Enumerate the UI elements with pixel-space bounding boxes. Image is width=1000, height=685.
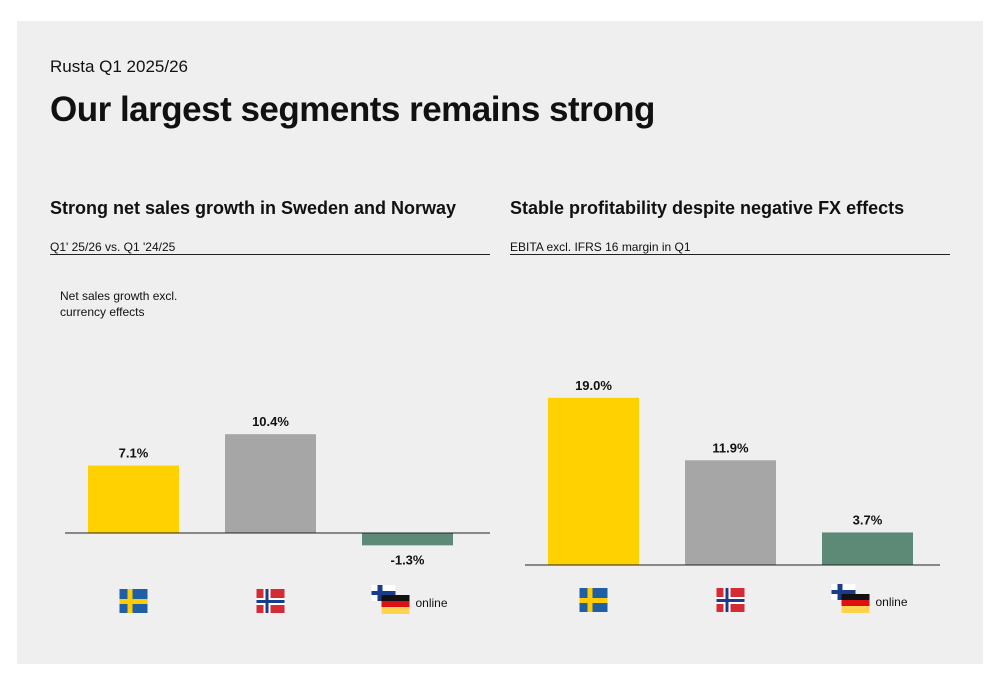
germany-flag-black: [841, 594, 870, 600]
germany-flag-gold: [381, 607, 410, 614]
ebita-margin-chart: 19.0% 11.9% 3.7% online: [525, 378, 940, 613]
sweden-flag-icon: [579, 588, 608, 612]
right-chart-title: Stable profitability despite negative FX…: [510, 198, 905, 218]
finland-flag-cross-h: [371, 591, 396, 595]
slide-background: Rusta Q1 2025/26 Our largest segments re…: [17, 21, 983, 664]
bar: [822, 532, 913, 565]
finland-germany-flag-icon: online: [831, 584, 908, 613]
germany-flag-black: [381, 595, 410, 601]
right-divider: [510, 254, 950, 255]
norway-flag-blue-h: [256, 600, 285, 603]
data-label: 10.4%: [252, 414, 289, 429]
finland-germany-flag-icon: online: [371, 585, 448, 614]
sweden-flag-cross-h: [119, 599, 148, 604]
company-period: Rusta Q1 2025/26: [50, 57, 188, 76]
bar: [362, 533, 453, 546]
bar-group: 7.1% 10.4% -1.3% online: [65, 414, 490, 614]
germany-flag-red: [381, 601, 410, 607]
online-label: online: [876, 595, 908, 609]
bar: [88, 465, 179, 533]
germany-flag-red: [841, 600, 870, 606]
left-y-label-line2: currency effects: [60, 305, 145, 319]
left-panel: Strong net sales growth in Sweden and No…: [50, 191, 490, 651]
data-label: 11.9%: [712, 440, 749, 455]
data-label: -1.3%: [391, 552, 425, 567]
bar-group: 19.0% 11.9% 3.7% online: [525, 378, 940, 613]
net-sales-growth-chart: 7.1% 10.4% -1.3% online: [65, 414, 490, 614]
left-y-label-line1: Net sales growth excl.: [60, 289, 178, 303]
left-divider: [50, 254, 490, 255]
data-label: 19.0%: [575, 378, 612, 393]
page-title: Our largest segments remains strong: [50, 90, 655, 129]
left-chart-title: Strong net sales growth in Sweden and No…: [50, 198, 457, 218]
germany-flag-gold: [841, 606, 870, 613]
norway-flag-blue-h: [716, 599, 745, 602]
right-chart-subtitle: EBITA excl. IFRS 16 margin in Q1: [510, 240, 691, 254]
bar: [685, 460, 776, 565]
left-y-label: Net sales growth excl. currency effects: [60, 288, 200, 320]
online-label: online: [416, 596, 448, 610]
left-chart-subtitle: Q1' 25/26 vs. Q1 '24/25: [50, 240, 176, 254]
data-label: 7.1%: [119, 446, 149, 461]
norway-flag-icon: [716, 588, 745, 612]
data-label: 3.7%: [853, 512, 883, 527]
finland-flag-cross-h: [831, 590, 856, 594]
norway-flag-icon: [256, 589, 285, 613]
right-panel: Stable profitability despite negative FX…: [510, 191, 950, 651]
bar: [548, 397, 639, 565]
sweden-flag-cross-h: [579, 598, 608, 603]
bar: [225, 434, 316, 533]
sweden-flag-icon: [119, 589, 148, 613]
